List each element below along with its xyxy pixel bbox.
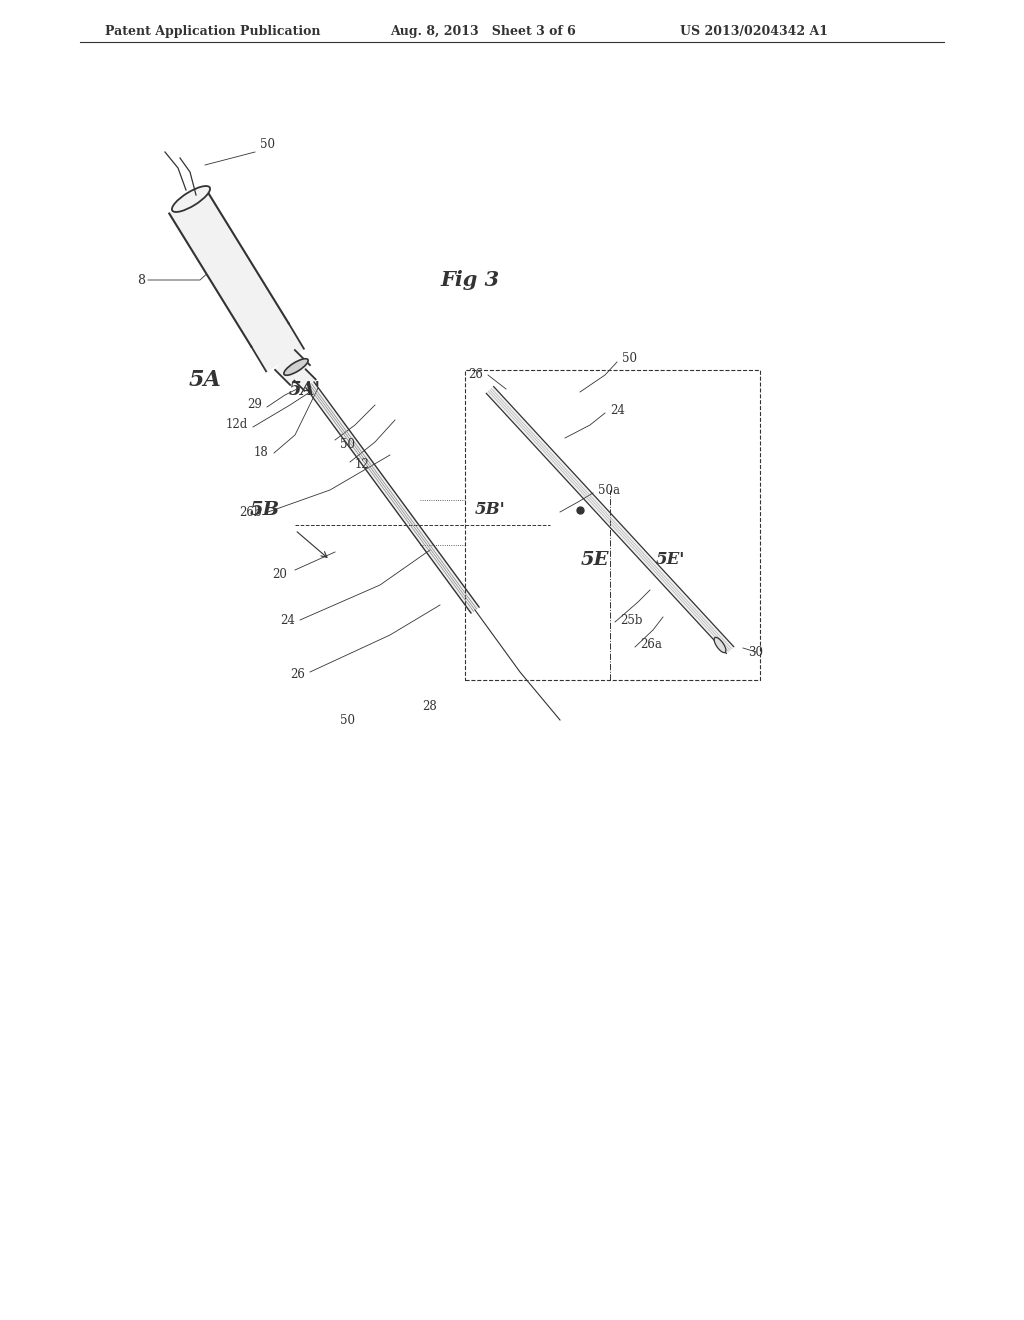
Text: 5A': 5A' (289, 381, 321, 399)
Text: 26: 26 (468, 368, 483, 381)
Ellipse shape (284, 359, 308, 375)
Text: 5B': 5B' (475, 502, 506, 519)
Text: 24: 24 (610, 404, 625, 417)
Text: 18: 18 (253, 446, 268, 458)
Polygon shape (251, 323, 304, 371)
Text: 5E': 5E' (655, 552, 685, 569)
Polygon shape (306, 381, 479, 612)
Text: 5E: 5E (581, 550, 609, 569)
Text: 50a: 50a (598, 483, 620, 496)
Text: 50: 50 (340, 438, 355, 451)
Text: Patent Application Publication: Patent Application Publication (105, 25, 321, 38)
Text: Fig 3: Fig 3 (440, 271, 499, 290)
Polygon shape (169, 190, 289, 347)
Text: 12: 12 (355, 458, 370, 471)
Text: US 2013/0204342 A1: US 2013/0204342 A1 (680, 25, 828, 38)
Text: 26a: 26a (640, 639, 662, 652)
Polygon shape (486, 387, 733, 653)
Text: 25b: 25b (620, 614, 642, 627)
Text: 5B: 5B (250, 502, 280, 519)
Text: 50: 50 (260, 139, 275, 152)
Text: 28: 28 (423, 700, 437, 713)
Text: 8: 8 (137, 273, 145, 286)
Text: 26b: 26b (240, 506, 262, 519)
Text: 50: 50 (622, 351, 637, 364)
Text: 20: 20 (272, 569, 288, 582)
Text: 24: 24 (281, 614, 295, 627)
Text: 12d: 12d (225, 418, 248, 432)
Polygon shape (294, 370, 315, 391)
Text: 50: 50 (340, 714, 355, 726)
Text: Aug. 8, 2013   Sheet 3 of 6: Aug. 8, 2013 Sheet 3 of 6 (390, 25, 575, 38)
Text: 5A: 5A (188, 370, 221, 391)
Text: 29: 29 (247, 399, 262, 412)
Ellipse shape (714, 638, 726, 652)
Ellipse shape (172, 186, 210, 213)
Polygon shape (275, 350, 310, 385)
Text: 26: 26 (290, 668, 305, 681)
Text: 30: 30 (748, 645, 763, 659)
